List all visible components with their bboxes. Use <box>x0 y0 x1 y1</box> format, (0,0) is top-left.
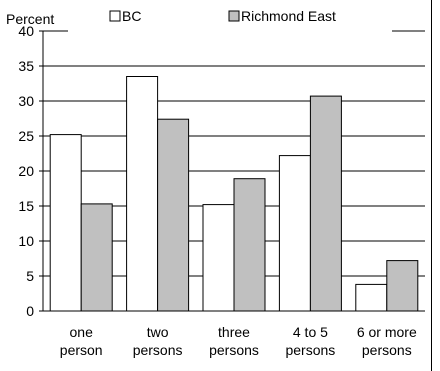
legend-swatch-richmond-east <box>228 10 240 22</box>
legend-label-richmond-east: Richmond East <box>241 8 336 24</box>
x-tick-label-1-1: persons <box>133 342 183 358</box>
bars <box>49 76 419 312</box>
bar-bc-3 <box>278 155 311 312</box>
x-tick-label-3-0: 4 to 5 <box>293 324 328 340</box>
bar-richmond-east-2 <box>233 178 266 312</box>
x-tick-label-3-1: persons <box>285 342 335 358</box>
legend-label-bc: BC <box>122 8 141 24</box>
y-tick-label-0: 0 <box>26 303 34 319</box>
x-tick-label-4-0: 6 or more <box>357 324 417 340</box>
y-tick-label-25: 25 <box>18 128 34 144</box>
y-axis-label: Percent <box>6 11 54 27</box>
y-tick-label-30: 30 <box>18 93 34 109</box>
bar-richmond-east-0 <box>80 203 113 312</box>
x-tick-label-0-1: person <box>60 342 103 358</box>
x-tick-label-4-1: persons <box>362 342 412 358</box>
axes <box>39 30 425 312</box>
bar-bc-4 <box>355 283 388 312</box>
bar-richmond-east-3 <box>309 95 342 312</box>
bar-bc-0 <box>49 134 82 312</box>
y-tick-label-20: 20 <box>18 163 34 179</box>
bar-richmond-east-1 <box>157 118 190 312</box>
x-tick-label-1-0: two <box>147 324 169 340</box>
y-tick-label-5: 5 <box>26 268 34 284</box>
y-tick-label-40: 40 <box>18 23 34 39</box>
plot-frame-edge <box>431 0 432 371</box>
x-tick-label-2-1: persons <box>209 342 259 358</box>
x-tick-label-2-0: three <box>218 324 250 340</box>
y-tick-labels: 0 5 10 15 20 25 30 35 40 <box>18 23 34 319</box>
bar-bc-1 <box>126 76 159 312</box>
x-tick-labels: one person two persons three persons 4 to 5 per… <box>60 324 417 358</box>
y-tick-label-10: 10 <box>18 233 34 249</box>
legend-swatch-bc <box>109 10 121 22</box>
legend: BC Richmond East <box>109 8 336 24</box>
y-tick-label-35: 35 <box>18 58 34 74</box>
x-tick-label-0-0: one <box>70 324 94 340</box>
bar-bc-2 <box>202 204 235 312</box>
bar-richmond-east-4 <box>386 260 419 312</box>
y-tick-label-15: 15 <box>18 198 34 214</box>
